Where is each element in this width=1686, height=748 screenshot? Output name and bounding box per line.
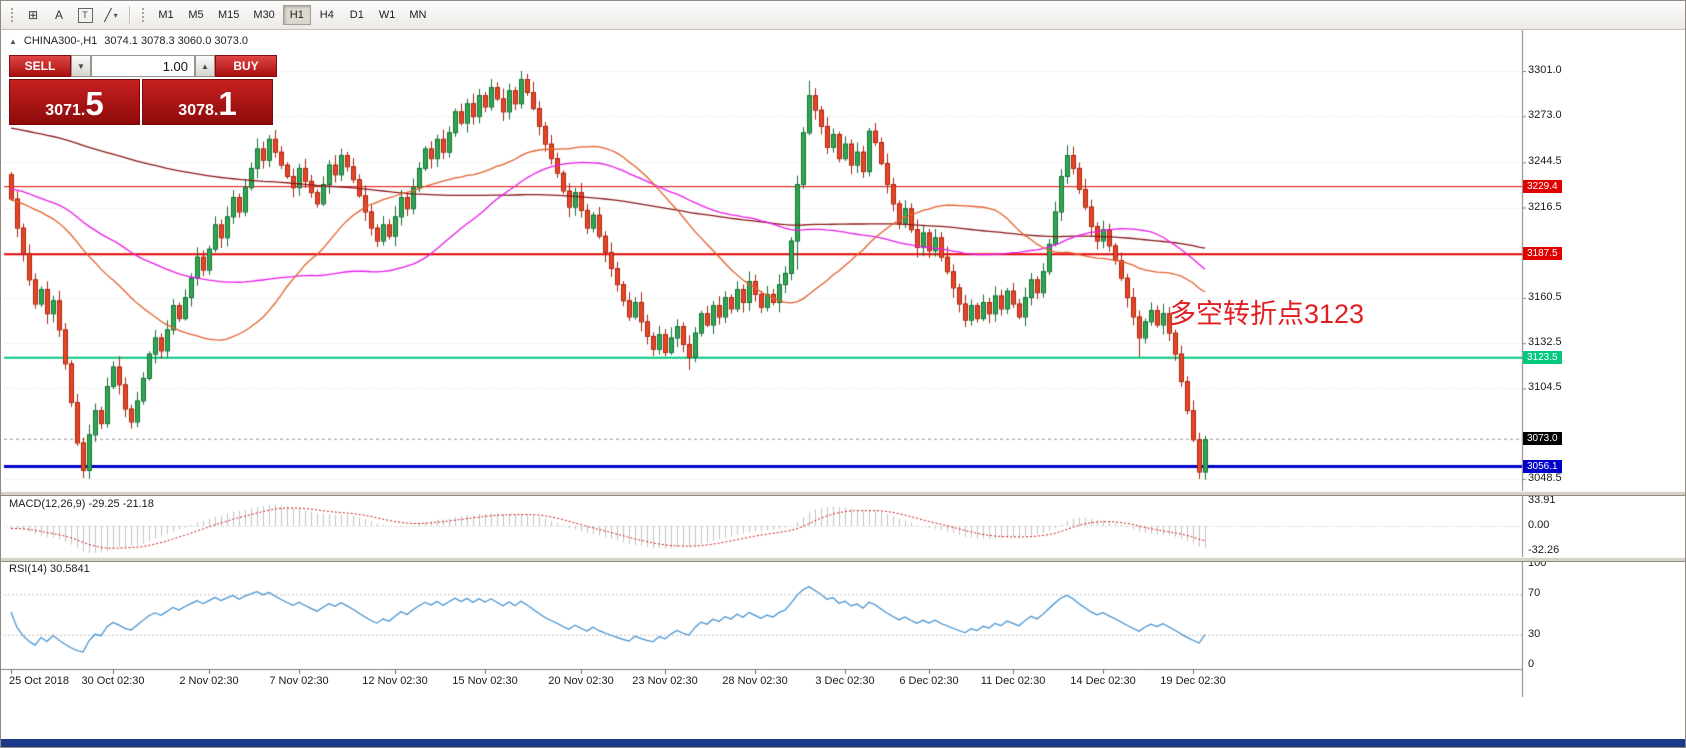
sell-price[interactable]: 3071. 5 bbox=[9, 79, 140, 125]
chevron-down-icon: ▾ bbox=[113, 10, 118, 20]
volume-up-button[interactable]: ▲ bbox=[195, 55, 215, 77]
textbox-tool-button[interactable]: T bbox=[73, 4, 97, 26]
timeframe-button-w1[interactable]: W1 bbox=[373, 5, 402, 25]
objects-tool-button[interactable]: ╱ ▾ bbox=[99, 4, 123, 26]
sell-button[interactable]: SELL bbox=[9, 55, 71, 77]
chart-title: ▲ CHINA300-,H1 3074.1 3078.3 3060.0 3073… bbox=[9, 35, 248, 47]
crosshair-icon: ⊞ bbox=[27, 8, 39, 22]
toolbar-grip[interactable] bbox=[141, 7, 145, 23]
toolbar-grip[interactable] bbox=[10, 7, 14, 23]
text-tool-button[interactable]: A bbox=[47, 4, 71, 26]
toolbar: ⊞ A T ╱ ▾ M1 M5 M15 M30 H1 H4 D1 W1 MN bbox=[1, 1, 1685, 30]
symbol-marker-icon: ▲ bbox=[9, 36, 17, 46]
timeframe-button-m1[interactable]: M1 bbox=[152, 5, 180, 25]
buy-button[interactable]: BUY bbox=[215, 55, 277, 77]
sell-price-small: 3071. bbox=[45, 102, 86, 119]
buy-price-small: 3078. bbox=[178, 102, 219, 119]
bottom-bar bbox=[1, 739, 1685, 747]
annotation-text: 多空转折点3123 bbox=[1169, 299, 1365, 329]
price-chart-canvas[interactable] bbox=[1, 29, 1685, 747]
timeframe-button-mn[interactable]: MN bbox=[403, 5, 432, 25]
line-tool-icon: ╱ bbox=[104, 8, 112, 22]
sell-price-big: 5 bbox=[85, 85, 104, 122]
timeframe-button-h1[interactable]: H1 bbox=[282, 5, 311, 25]
text-box-icon: T bbox=[77, 7, 93, 23]
timeframe-button-m30[interactable]: M30 bbox=[247, 5, 280, 25]
panel-splitter[interactable] bbox=[1, 557, 1685, 562]
timeframe-button-m5[interactable]: M5 bbox=[182, 5, 210, 25]
toolbar-separator bbox=[129, 6, 130, 24]
volume-input[interactable] bbox=[91, 55, 195, 77]
panel-splitter[interactable] bbox=[1, 491, 1685, 496]
chart-symbol-period: CHINA300-,H1 bbox=[23, 35, 98, 47]
buy-price[interactable]: 3078. 1 bbox=[142, 79, 273, 125]
timeframe-button-h4[interactable]: H4 bbox=[313, 5, 341, 25]
volume-dropdown-button[interactable]: ▼ bbox=[71, 55, 91, 77]
timeframe-button-m15[interactable]: M15 bbox=[212, 5, 245, 25]
one-click-trading-panel: SELL ▼ ▲ BUY 3071. 5 3078. 1 bbox=[9, 55, 277, 125]
chevron-up-icon: ▲ bbox=[201, 61, 209, 71]
buy-price-big: 1 bbox=[218, 85, 237, 122]
crosshair-tool-button[interactable]: ⊞ bbox=[21, 4, 45, 26]
timeframe-button-d1[interactable]: D1 bbox=[343, 5, 371, 25]
text-tool-icon: A bbox=[54, 8, 63, 22]
chevron-down-icon: ▼ bbox=[77, 61, 85, 71]
chart-ohlc-values: 3074.1 3078.3 3060.0 3073.0 bbox=[104, 35, 249, 47]
